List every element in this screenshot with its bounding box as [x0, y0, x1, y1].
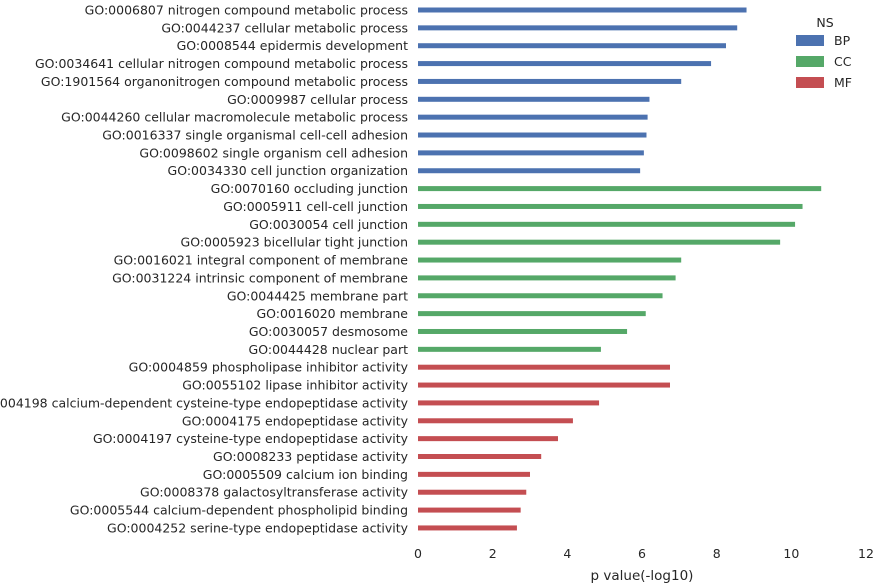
legend-title: NS [816, 15, 833, 30]
bar-16 [418, 275, 676, 281]
category-label-3: GO:0008544 epidermis development [177, 38, 408, 53]
category-label-13: GO:0030054 cell junction [249, 217, 408, 232]
bar-30 [418, 525, 517, 531]
x-tick-label: 6 [638, 546, 646, 561]
bar-21 [418, 364, 670, 370]
category-label-25: GO:0004197 cysteine-type endopeptidase a… [93, 431, 409, 446]
x-tick-label: 0 [414, 546, 422, 561]
legend-swatch-bp [796, 35, 824, 46]
category-label-9: GO:0098602 single organism cell adhesion [139, 145, 408, 160]
legend-label-cc: CC [834, 54, 852, 69]
bar-1 [418, 7, 747, 13]
bar-11 [418, 186, 822, 192]
bar-26 [418, 454, 542, 459]
category-label-20: GO:0044428 nuclear part [249, 342, 409, 357]
bar-13 [418, 221, 796, 227]
bar-9 [418, 150, 644, 156]
category-label-24: GO:0004175 endopeptidase activity [182, 413, 409, 428]
legend-swatch-cc [796, 56, 824, 67]
bar-2 [418, 25, 738, 31]
bar-18 [418, 311, 646, 317]
category-label-7: GO:0044260 cellular macromolecule metabo… [61, 110, 408, 125]
x-tick-label: 2 [489, 546, 497, 561]
bar-20 [418, 346, 601, 352]
category-label-15: GO:0016021 integral component of membran… [114, 253, 409, 268]
category-label-30: GO:0004252 serine-type endopeptidase act… [107, 520, 409, 535]
bar-19 [418, 328, 628, 334]
category-label-1: GO:0006807 nitrogen compound metabolic p… [85, 3, 408, 18]
bar-3 [418, 43, 726, 49]
bar-12 [418, 203, 803, 209]
category-label-17: GO:0044425 membrane part [227, 288, 408, 303]
category-labels-layer: GO:0006807 nitrogen compound metabolic p… [0, 3, 409, 536]
category-label-29: GO:0005544 calcium-dependent phospholipi… [70, 503, 408, 518]
bar-22 [418, 382, 670, 388]
x-axis-ticks-layer: 0 2 4 6 8 10 12 [414, 546, 874, 561]
category-label-18: GO:0016020 membrane [256, 306, 408, 321]
legend: NS BP CC MF [796, 15, 852, 90]
category-label-10: GO:0034330 cell junction organization [168, 163, 408, 178]
category-label-23: GO:0004198 calcium-dependent cysteine-ty… [0, 395, 409, 410]
category-label-4: GO:0034641 cellular nitrogen compound me… [35, 56, 408, 71]
category-label-27: GO:0005509 calcium ion binding [203, 467, 408, 482]
category-label-22: GO:0055102 lipase inhibitor activity [182, 378, 408, 393]
category-label-5: GO:1901564 organonitrogen compound metab… [41, 74, 408, 89]
bar-23 [418, 400, 600, 406]
bar-29 [418, 507, 521, 513]
category-label-19: GO:0030057 desmosome [249, 324, 408, 339]
category-label-12: GO:0005911 cell-cell junction [223, 199, 408, 214]
x-tick-label: 4 [563, 546, 571, 561]
bar-17 [418, 293, 663, 299]
x-tick-label: 8 [713, 546, 721, 561]
bar-27 [418, 471, 530, 477]
legend-swatch-mf [796, 77, 824, 88]
bar-10 [418, 168, 641, 174]
category-label-2: GO:0044237 cellular metabolic process [161, 20, 408, 35]
bar-25 [418, 436, 558, 442]
bar-24 [418, 418, 573, 424]
category-label-28: GO:0008378 galactosyltransferase activit… [140, 485, 409, 500]
legend-label-mf: MF [834, 75, 852, 90]
bars-layer [418, 7, 822, 531]
bar-4 [418, 61, 712, 67]
bar-5 [418, 78, 682, 84]
x-tick-label: 10 [783, 546, 799, 561]
category-label-16: GO:0031224 intrinsic component of membra… [112, 270, 408, 285]
bar-15 [418, 257, 682, 263]
category-label-14: GO:0005923 bicellular tight junction [181, 235, 408, 250]
bar-28 [418, 489, 527, 495]
x-tick-label: 12 [858, 546, 874, 561]
bar-7 [418, 114, 648, 120]
category-label-11: GO:0070160 occluding junction [211, 181, 408, 196]
x-axis-title: p value(-log10) [591, 568, 694, 584]
bar-8 [418, 132, 647, 138]
category-label-8: GO:0016337 single organismal cell-cell a… [102, 128, 408, 143]
legend-label-bp: BP [834, 33, 851, 48]
category-label-21: GO:0004859 phospholipase inhibitor activ… [129, 360, 409, 375]
category-label-6: GO:0009987 cellular process [227, 92, 408, 107]
bar-14 [418, 239, 781, 245]
category-label-26: GO:0008233 peptidase activity [213, 449, 409, 464]
bar-6 [418, 96, 650, 102]
